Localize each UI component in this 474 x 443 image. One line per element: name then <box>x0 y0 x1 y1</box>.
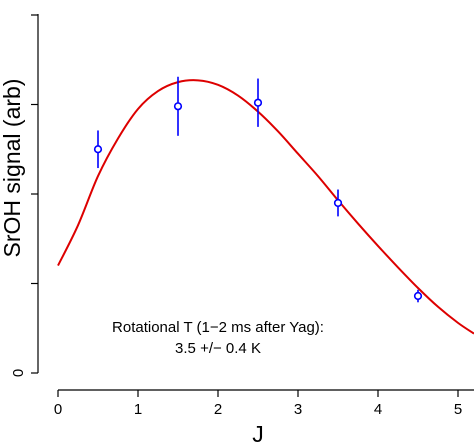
fit-curve <box>57 79 474 335</box>
data-point <box>93 130 103 169</box>
x-axis-label: J <box>252 421 264 443</box>
x-tick-label: 0 <box>54 401 62 418</box>
point-marker <box>173 102 183 111</box>
point-marker <box>253 98 263 107</box>
data-point <box>333 189 343 217</box>
data-point <box>413 289 423 303</box>
x-tick-label: 2 <box>214 401 222 418</box>
x-tick-label: 3 <box>294 401 302 418</box>
x-tick-label: 4 <box>374 401 382 418</box>
annotation-line-1: Rotational T (1−2 ms after Yag): <box>112 319 324 336</box>
x-tick-label: 5 <box>454 401 462 418</box>
annotation-line-2: 3.5 +/− 0.4 K <box>175 340 261 357</box>
data-point <box>173 76 183 136</box>
data-point <box>253 78 263 127</box>
y-tick-label: 0 <box>10 369 27 377</box>
x-tick-label: 1 <box>134 401 142 418</box>
y-ticks: 0 <box>10 14 38 377</box>
x-ticks: 0 1 2 3 4 5 <box>54 390 462 418</box>
point-marker <box>413 291 423 301</box>
point-marker <box>93 145 103 154</box>
y-axis-label: SrOH signal (arb) <box>0 79 25 258</box>
data-points <box>93 76 423 303</box>
point-marker <box>333 198 343 208</box>
